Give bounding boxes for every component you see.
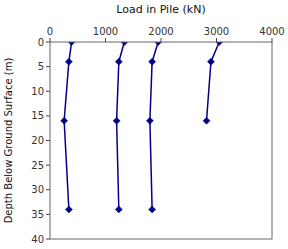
x-tick-label: 4000: [259, 26, 284, 37]
data-point: [113, 117, 120, 124]
series-line: [117, 42, 125, 209]
chart-container: 0 1000 2000 3000 4000 Load in Pile (kN) 0 5 10 15…: [0, 0, 288, 249]
y-axis-label: Depth Below Ground Surface (m): [3, 58, 14, 224]
y-tick: [46, 115, 50, 116]
y-tick: [46, 165, 50, 166]
plot-frame: [50, 42, 272, 239]
data-point: [149, 206, 156, 213]
x-axis: 0 1000 2000 3000 4000: [47, 26, 285, 42]
data-point: [115, 206, 122, 213]
data-point: [207, 58, 214, 65]
y-tick: [46, 189, 50, 190]
y-tick-label: 15: [31, 110, 44, 121]
x-tick-label: 1000: [93, 26, 118, 37]
y-tick: [46, 239, 50, 240]
y-tick: [46, 214, 50, 215]
x-tick: [50, 38, 51, 42]
series-line: [150, 42, 158, 209]
data-point: [216, 42, 223, 46]
x-tick: [272, 38, 273, 42]
y-tick-label: 35: [31, 209, 44, 220]
x-tick: [105, 38, 106, 42]
series-line: [207, 42, 220, 121]
data-point: [115, 58, 122, 65]
data-point: [65, 206, 72, 213]
y-tick-label: 40: [31, 234, 44, 245]
y-axis: 0 5 10 15 20 25 30 35 40: [31, 37, 50, 245]
x-tick-label: 3000: [204, 26, 229, 37]
y-tick: [46, 42, 50, 43]
data-point: [203, 117, 210, 124]
plot-background: [50, 42, 272, 239]
data-point: [146, 117, 153, 124]
data-point: [149, 58, 156, 65]
x-axis-label: Load in Pile (kN): [116, 3, 205, 16]
y-tick-label: 30: [31, 184, 44, 195]
x-tick-label: 0: [47, 26, 53, 37]
y-tick-label: 25: [31, 160, 44, 171]
data-point: [61, 117, 68, 124]
y-tick-label: 0: [38, 37, 44, 48]
x-tick: [161, 38, 162, 42]
data-point: [121, 42, 128, 46]
y-tick: [46, 66, 50, 67]
data-point: [155, 42, 162, 46]
series-line: [64, 42, 71, 209]
data-point: [68, 42, 75, 46]
y-tick: [46, 140, 50, 141]
y-tick-label: 5: [38, 61, 44, 72]
y-tick-label: 10: [31, 86, 44, 97]
series-group: [61, 42, 223, 213]
chart: 0 1000 2000 3000 4000 Load in Pile (kN) 0 5 10 15…: [0, 0, 288, 249]
y-tick-label: 20: [31, 135, 44, 146]
data-point: [65, 58, 72, 65]
y-tick: [46, 91, 50, 92]
x-tick: [216, 38, 217, 42]
x-tick-label: 2000: [148, 26, 173, 37]
